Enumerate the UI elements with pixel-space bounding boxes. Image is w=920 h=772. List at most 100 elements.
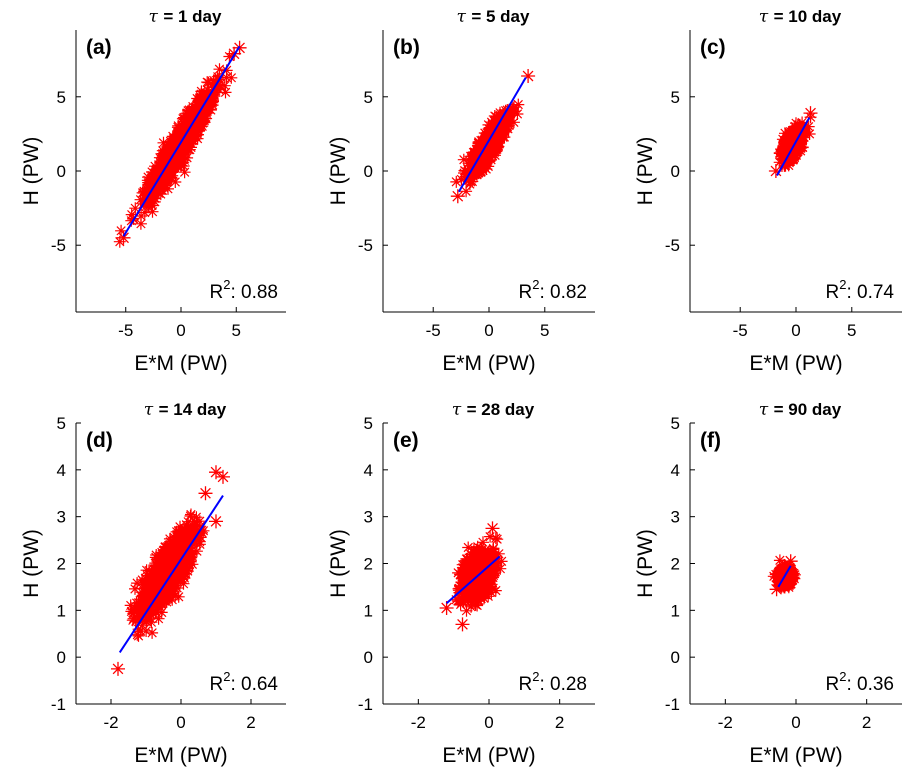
data-point — [460, 185, 473, 198]
data-point — [169, 176, 182, 188]
data-point — [213, 63, 226, 76]
data-point — [488, 110, 501, 122]
data-point — [194, 90, 207, 103]
data-point — [132, 629, 145, 642]
panel-letter: (a) — [86, 36, 112, 59]
data-point — [185, 521, 198, 534]
data-point — [149, 557, 162, 570]
data-point — [162, 182, 174, 195]
data-point — [128, 606, 141, 618]
data-point — [521, 69, 536, 83]
data-point — [476, 164, 489, 177]
data-point — [161, 544, 174, 557]
tau-symbol: τ — [144, 400, 159, 420]
data-point — [172, 590, 185, 603]
data-point — [143, 179, 156, 192]
data-point — [173, 131, 186, 144]
data-point — [506, 103, 519, 116]
data-point — [190, 130, 202, 143]
data-point — [190, 545, 203, 558]
data-point — [180, 525, 193, 538]
data-point — [782, 159, 795, 172]
data-point — [482, 160, 495, 173]
data-point — [160, 561, 173, 574]
data-point — [136, 614, 149, 627]
data-point — [775, 145, 788, 158]
data-point — [156, 163, 169, 176]
data-point — [803, 128, 816, 140]
data-point — [160, 149, 173, 162]
data-point — [168, 579, 181, 592]
data-point — [191, 132, 204, 145]
data-point — [186, 519, 199, 532]
data-point — [450, 175, 463, 188]
data-point — [450, 189, 465, 204]
data-point — [133, 601, 146, 614]
data-point — [194, 520, 207, 533]
data-point — [455, 173, 468, 186]
data-point — [154, 188, 167, 201]
data-point — [173, 125, 186, 137]
x-tick-label: -5 — [118, 321, 133, 340]
data-point — [138, 589, 150, 601]
data-point — [796, 116, 809, 129]
y-tick-label: 5 — [57, 88, 66, 107]
data-point — [783, 135, 796, 148]
y-axis-label: H (PW) — [634, 137, 657, 206]
data-point — [174, 141, 187, 153]
r-squared-label: R2: 0.74 — [825, 277, 894, 303]
y-tick-label: 5 — [57, 414, 66, 433]
x-tick-label: -5 — [733, 321, 748, 340]
data-point — [147, 562, 160, 575]
data-point — [198, 112, 211, 125]
data-point — [181, 562, 194, 575]
data-point — [209, 514, 223, 529]
data-point — [213, 83, 225, 96]
data-point — [803, 106, 818, 121]
data-point — [220, 64, 233, 77]
data-point — [793, 121, 806, 134]
tau-symbol: τ — [149, 7, 164, 27]
data-point — [165, 165, 178, 178]
data-point — [151, 597, 164, 610]
data-point — [164, 577, 177, 590]
data-point — [768, 164, 783, 178]
fit-line — [118, 495, 224, 654]
x-axis-label: E*M (PW) — [442, 352, 535, 375]
data-point — [116, 230, 131, 245]
data-point — [467, 153, 480, 166]
scatter-points — [439, 521, 508, 632]
data-point — [223, 50, 236, 63]
data-point — [174, 159, 187, 172]
x-axis-label: E*M (PW) — [749, 352, 842, 375]
data-point — [157, 177, 170, 190]
data-point — [178, 572, 191, 585]
data-point — [477, 536, 489, 549]
data-point — [192, 122, 205, 135]
data-point — [115, 224, 128, 237]
data-point — [193, 535, 206, 548]
y-tick-label: 2 — [57, 555, 66, 574]
data-point — [146, 626, 159, 639]
x-tick-label: 5 — [540, 321, 549, 340]
panel-title: τ = 10 day — [759, 7, 842, 27]
data-point — [166, 562, 179, 574]
data-point — [494, 562, 507, 575]
panel-title: τ = 14 day — [144, 400, 227, 420]
data-point — [511, 108, 524, 120]
data-point — [209, 465, 223, 480]
data-point — [184, 113, 197, 126]
data-point — [174, 520, 186, 533]
data-point — [474, 152, 487, 165]
data-point — [170, 541, 183, 554]
data-point — [152, 612, 165, 625]
data-point — [171, 533, 183, 546]
data-point — [188, 515, 201, 528]
data-point — [512, 98, 525, 111]
data-point — [138, 185, 151, 198]
data-point — [463, 178, 476, 191]
data-point — [155, 562, 168, 575]
